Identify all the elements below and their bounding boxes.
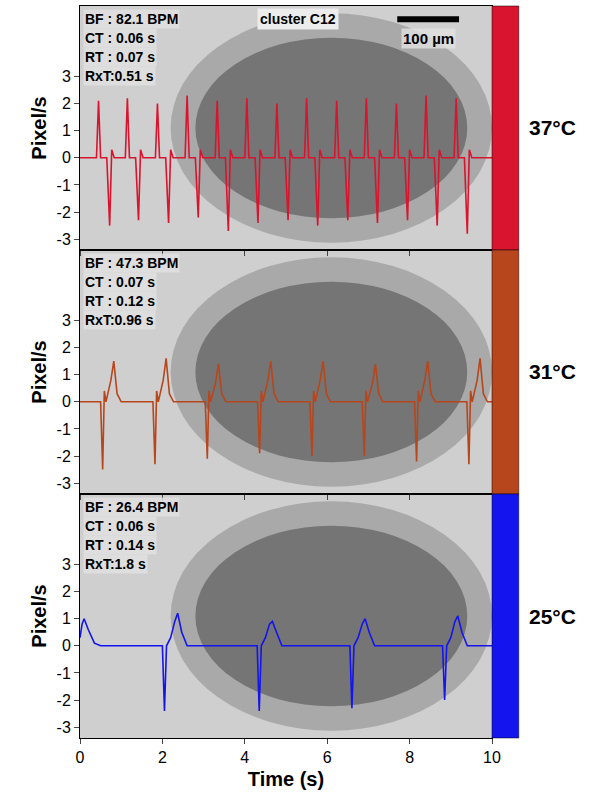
svg-text:10: 10 xyxy=(483,749,501,766)
svg-text:25°C: 25°C xyxy=(529,605,576,628)
svg-text:-1: -1 xyxy=(57,421,71,438)
svg-text:-1: -1 xyxy=(57,177,71,194)
svg-text:-3: -3 xyxy=(57,719,71,736)
svg-text:1: 1 xyxy=(62,122,71,139)
svg-text:37°C: 37°C xyxy=(529,116,576,139)
svg-text:RT : 0.07 s: RT : 0.07 s xyxy=(85,49,155,65)
svg-text:0: 0 xyxy=(62,149,71,166)
svg-text:1: 1 xyxy=(62,610,71,627)
svg-text:2: 2 xyxy=(62,339,71,356)
svg-text:CT : 0.07 s: CT : 0.07 s xyxy=(85,274,155,290)
svg-text:RT : 0.12 s: RT : 0.12 s xyxy=(85,293,155,309)
svg-text:3: 3 xyxy=(62,312,71,329)
svg-text:2: 2 xyxy=(62,95,71,112)
svg-text:0: 0 xyxy=(76,749,85,766)
svg-text:CT : 0.06 s: CT : 0.06 s xyxy=(85,518,155,534)
svg-text:CT : 0.06 s: CT : 0.06 s xyxy=(85,30,155,46)
svg-text:BF : 26.4 BPM: BF : 26.4 BPM xyxy=(85,499,178,515)
svg-text:Pixel/s: Pixel/s xyxy=(28,96,50,159)
svg-text:4: 4 xyxy=(240,749,249,766)
svg-text:-2: -2 xyxy=(57,448,71,465)
svg-text:-3: -3 xyxy=(57,231,71,248)
svg-text:RxT:0.51 s: RxT:0.51 s xyxy=(85,68,154,84)
svg-text:2: 2 xyxy=(158,749,167,766)
svg-text:-2: -2 xyxy=(57,204,71,221)
svg-text:RxT:0.96 s: RxT:0.96 s xyxy=(85,312,154,328)
svg-text:-2: -2 xyxy=(57,692,71,709)
svg-text:-3: -3 xyxy=(57,475,71,492)
svg-text:100 µm: 100 µm xyxy=(403,30,454,47)
svg-text:BF : 82.1 BPM: BF : 82.1 BPM xyxy=(85,11,178,27)
svg-text:0: 0 xyxy=(62,637,71,654)
svg-text:1: 1 xyxy=(62,366,71,383)
svg-text:BF : 47.3 BPM: BF : 47.3 BPM xyxy=(85,255,178,271)
svg-text:31°C: 31°C xyxy=(529,360,576,383)
svg-text:3: 3 xyxy=(62,556,71,573)
svg-text:8: 8 xyxy=(405,749,414,766)
svg-text:RT : 0.14 s: RT : 0.14 s xyxy=(85,537,155,553)
svg-text:3: 3 xyxy=(62,68,71,85)
svg-text:Pixel/s: Pixel/s xyxy=(28,340,50,403)
svg-text:-1: -1 xyxy=(57,665,71,682)
svg-text:0: 0 xyxy=(62,393,71,410)
svg-text:2: 2 xyxy=(62,583,71,600)
svg-text:6: 6 xyxy=(323,749,332,766)
svg-text:Pixel/s: Pixel/s xyxy=(28,584,50,647)
svg-text:RxT:1.8 s: RxT:1.8 s xyxy=(85,556,146,572)
svg-text:cluster C12: cluster C12 xyxy=(260,11,336,27)
svg-text:Time (s): Time (s) xyxy=(248,768,324,790)
